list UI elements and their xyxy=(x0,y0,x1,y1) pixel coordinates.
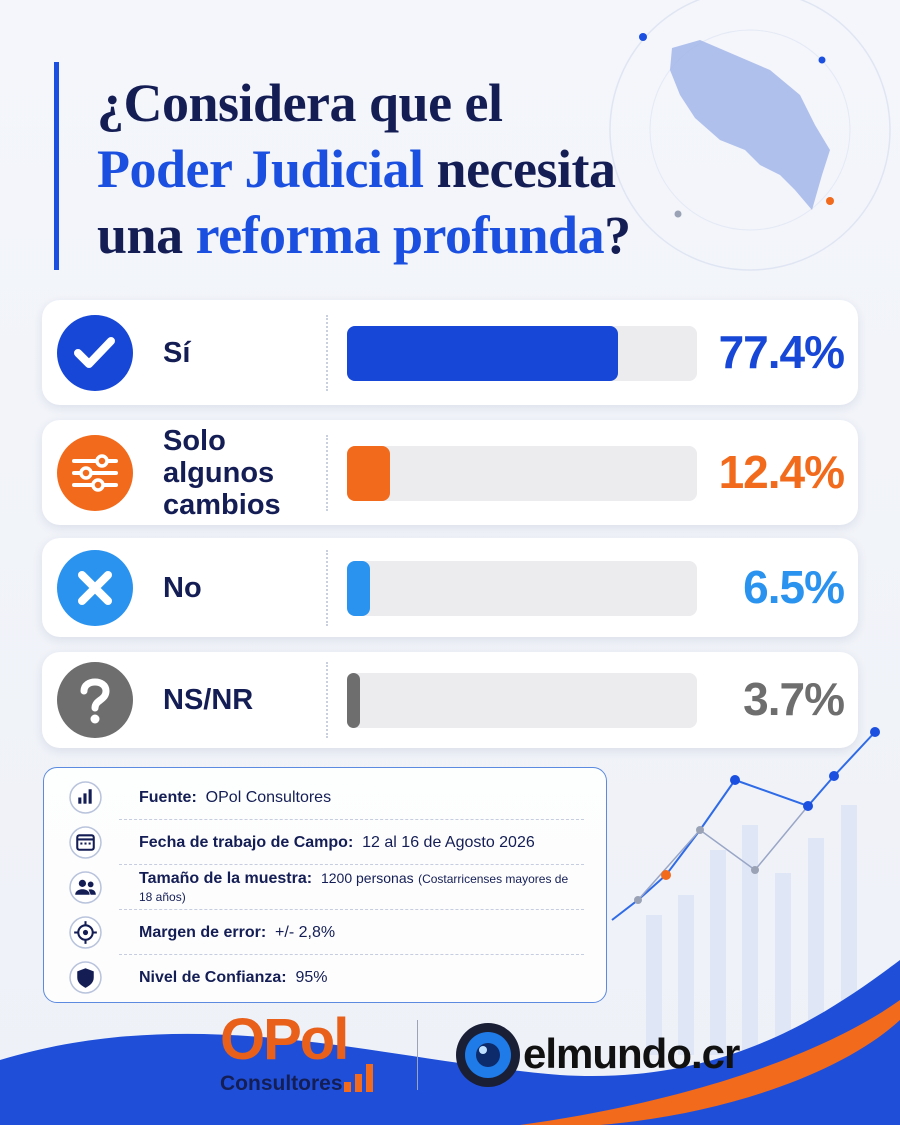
source-label-text: Nivel de Confianza: xyxy=(139,968,287,986)
source-note: (Costarricenses mayores de 18 años) xyxy=(139,871,569,904)
row-divider xyxy=(326,549,328,626)
source-icon xyxy=(69,916,102,954)
bar xyxy=(347,673,360,728)
source-value: 12 al 16 de Agosto 2026 xyxy=(362,833,535,851)
source-icon xyxy=(69,871,102,909)
source-label: Margen de error: +/- 2,8% xyxy=(139,924,335,942)
row-divider xyxy=(326,314,328,391)
source-label: Fuente: OPol Consultores xyxy=(139,789,331,807)
source-label: Tamaño de la muestra: 1200 personas (Cos… xyxy=(139,870,584,906)
source-row: Fecha de trabajo de Campo: 12 al 16 de A… xyxy=(44,820,584,865)
value-label: 3.7% xyxy=(743,673,845,725)
bar-row: Sí 77.4% xyxy=(42,300,858,405)
source-label-text: Tamaño de la muestra: xyxy=(139,869,313,887)
bar-row: No 6.5% xyxy=(42,538,858,637)
title-text: ? xyxy=(604,205,631,265)
source-panel: Fuente: OPol Consultores Fecha de trabajo… xyxy=(43,767,607,1003)
category-label: No xyxy=(163,571,202,604)
title-highlight: reforma profunda xyxy=(195,205,605,265)
source-icon xyxy=(69,826,102,864)
row-icon xyxy=(56,661,134,744)
logo-subtext: Consultores xyxy=(220,1072,343,1095)
title-text: ¿Considera que el xyxy=(97,73,503,133)
bar-track xyxy=(347,325,697,381)
category-label: NS/NR xyxy=(163,684,254,716)
row-separator xyxy=(119,954,584,955)
row-separator xyxy=(119,909,584,910)
title-text: necesita xyxy=(436,139,616,199)
logo-text: OPol xyxy=(220,1007,349,1072)
source-label-text: Fuente: xyxy=(139,788,197,806)
source-value: OPol Consultores xyxy=(205,788,332,806)
row-separator xyxy=(119,864,584,865)
value-label: 6.5% xyxy=(743,560,845,613)
source-icon xyxy=(69,781,102,819)
category-label: Sí xyxy=(163,336,191,369)
logo-mark xyxy=(344,1064,373,1092)
bar-row: NS/NR 3.7% xyxy=(42,652,858,748)
bar-track xyxy=(347,673,697,728)
elmundo-mark xyxy=(456,1023,520,1087)
bar-row: Solo algunos cambios 12.4% xyxy=(42,420,858,525)
value-label: 12.4% xyxy=(718,445,845,498)
row-divider xyxy=(326,434,328,511)
row-separator xyxy=(119,819,584,820)
source-label-text: Margen de error: xyxy=(139,923,267,941)
bar xyxy=(347,325,618,381)
row-icon xyxy=(56,314,134,397)
value-label: 77.4% xyxy=(718,325,845,378)
source-value: 1200 personas xyxy=(320,869,414,886)
title: ¿Considera que el Poder Judicial necesit… xyxy=(97,70,631,268)
bar-track xyxy=(347,560,697,616)
source-row: Nivel de Confianza: 95% xyxy=(44,955,584,1000)
category-label: Solo algunos cambios xyxy=(163,424,281,521)
title-highlight: Poder Judicial xyxy=(97,139,424,199)
bar xyxy=(347,445,391,501)
row-divider xyxy=(326,662,328,738)
source-label-text: Fecha de trabajo de Campo: xyxy=(139,833,354,851)
source-row: Margen de error: +/- 2,8% xyxy=(44,910,584,955)
source-icon xyxy=(69,961,102,999)
opol-logo: OPol Consultores xyxy=(220,1008,390,1098)
row-icon xyxy=(56,549,134,632)
title-text: una xyxy=(97,205,183,265)
logo-divider xyxy=(417,1020,418,1090)
source-row: Fuente: OPol Consultores xyxy=(44,775,584,820)
source-label: Nivel de Confianza: 95% xyxy=(139,969,328,987)
row-icon xyxy=(56,434,134,517)
elmundo-logo: elmundo.cr xyxy=(523,1030,740,1077)
source-row: Tamaño de la muestra: 1200 personas (Cos… xyxy=(44,865,584,910)
source-value: +/- 2,8% xyxy=(275,923,336,941)
bar xyxy=(347,560,370,616)
bar-track xyxy=(347,445,697,501)
source-label: Fecha de trabajo de Campo: 12 al 16 de A… xyxy=(139,834,535,852)
source-value: 95% xyxy=(295,968,328,986)
